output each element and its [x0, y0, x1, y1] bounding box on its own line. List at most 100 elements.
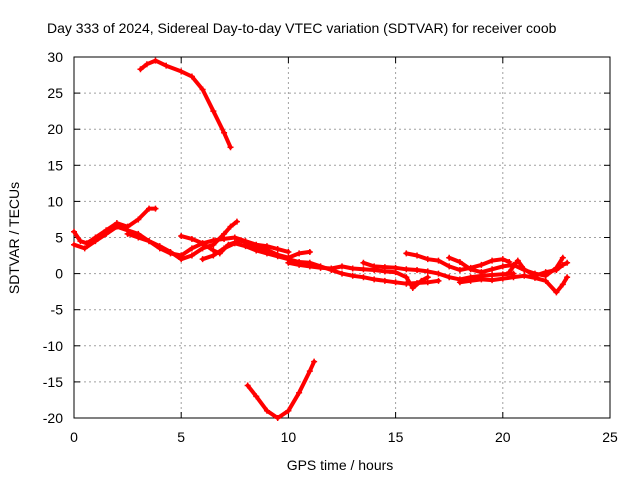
data-point: [478, 269, 485, 276]
series-line-band-9: [447, 255, 565, 278]
data-point: [178, 68, 185, 75]
data-point: [559, 261, 566, 268]
y-tick-label: 10: [47, 193, 63, 209]
data-point: [446, 254, 453, 261]
data-point: [564, 259, 571, 266]
data-point: [210, 241, 217, 248]
data-point: [424, 268, 431, 275]
data-point: [231, 240, 238, 247]
series-line-band-11: [507, 258, 570, 278]
y-tick-label: -10: [43, 338, 63, 354]
data-point: [456, 259, 463, 266]
data-point: [371, 276, 378, 283]
data-point: [435, 257, 442, 264]
data-point: [360, 266, 367, 273]
data-point: [414, 266, 421, 273]
gridlines: [74, 57, 610, 418]
data-point: [489, 257, 496, 264]
data-point: [392, 264, 399, 271]
data-point: [392, 279, 399, 286]
data-point: [446, 274, 453, 281]
series-markers-arc-low: [244, 358, 318, 421]
y-tick-label: -15: [43, 374, 63, 390]
data-point: [542, 277, 549, 284]
y-tick-label: 25: [47, 85, 63, 101]
data-point: [339, 263, 345, 270]
data-point: [221, 230, 228, 237]
series-markers-band-9: [446, 254, 566, 279]
data-point: [499, 256, 506, 263]
data-point: [467, 277, 474, 284]
data-point: [317, 264, 324, 271]
data-point: [559, 281, 566, 288]
x-tick-label: 0: [70, 429, 78, 445]
series-markers-band-3: [124, 218, 240, 263]
y-tick-label: 20: [47, 121, 63, 137]
data-point: [510, 274, 517, 281]
series-markers-band-8: [403, 250, 513, 273]
data-point: [456, 266, 463, 273]
data-point: [506, 269, 513, 276]
data-point: [253, 393, 260, 400]
data-point: [92, 238, 99, 245]
data-point: [124, 230, 131, 237]
data-point: [233, 218, 240, 225]
data-point: [199, 245, 206, 252]
data-point: [152, 205, 159, 212]
data-point: [360, 274, 367, 281]
data-point: [403, 266, 410, 273]
data-point: [178, 233, 185, 240]
data-point: [146, 238, 153, 245]
data-point: [514, 257, 521, 264]
data-point: [146, 205, 153, 212]
x-tick-label: 10: [281, 429, 297, 445]
data-point: [137, 66, 144, 73]
data-point: [435, 270, 442, 277]
data-point: [296, 261, 303, 268]
x-tick-label: 15: [388, 429, 404, 445]
data-point: [77, 238, 84, 245]
data-point: [210, 247, 217, 254]
data-point: [285, 407, 292, 414]
data-point: [521, 266, 528, 273]
data-point: [339, 270, 345, 277]
data-point: [489, 272, 496, 279]
data-point: [435, 277, 442, 284]
data-point: [349, 265, 356, 272]
chart-title: Day 333 of 2024, Sidereal Day-to-day VTE…: [47, 20, 557, 36]
data-point: [499, 263, 506, 270]
data-point: [306, 368, 313, 375]
data-point: [456, 279, 463, 286]
data-point: [113, 223, 120, 230]
data-point: [285, 248, 292, 255]
x-tick-label: 20: [495, 429, 511, 445]
series-group: [71, 57, 571, 421]
data-point: [143, 61, 150, 68]
data-point: [564, 274, 571, 281]
data-point: [188, 252, 195, 259]
data-point: [242, 243, 249, 250]
x-axis-label: GPS time / hours: [287, 457, 394, 473]
data-point: [296, 250, 303, 257]
data-point: [135, 234, 142, 241]
data-point: [499, 275, 506, 282]
series-markers-band-6: [285, 259, 431, 292]
data-point: [199, 240, 206, 247]
data-point: [199, 86, 206, 93]
data-point: [221, 245, 228, 252]
data-point: [188, 235, 195, 242]
y-axis-ticks: -20 -15 -10 -5 0 5 10 15 20 25 30: [43, 49, 610, 426]
data-point: [244, 382, 251, 389]
data-point: [163, 62, 170, 69]
data-point: [409, 285, 416, 292]
data-point: [553, 289, 560, 296]
data-point: [403, 274, 410, 281]
data-point: [424, 256, 431, 263]
series-line-arc-low: [245, 359, 317, 420]
y-tick-label: 15: [47, 157, 63, 173]
data-point: [231, 234, 238, 241]
series-line-arc-high: [138, 58, 233, 150]
data-point: [210, 252, 217, 259]
x-tick-label: 25: [602, 429, 618, 445]
x-axis-ticks: 0 5 10 15 20 25: [70, 57, 618, 445]
